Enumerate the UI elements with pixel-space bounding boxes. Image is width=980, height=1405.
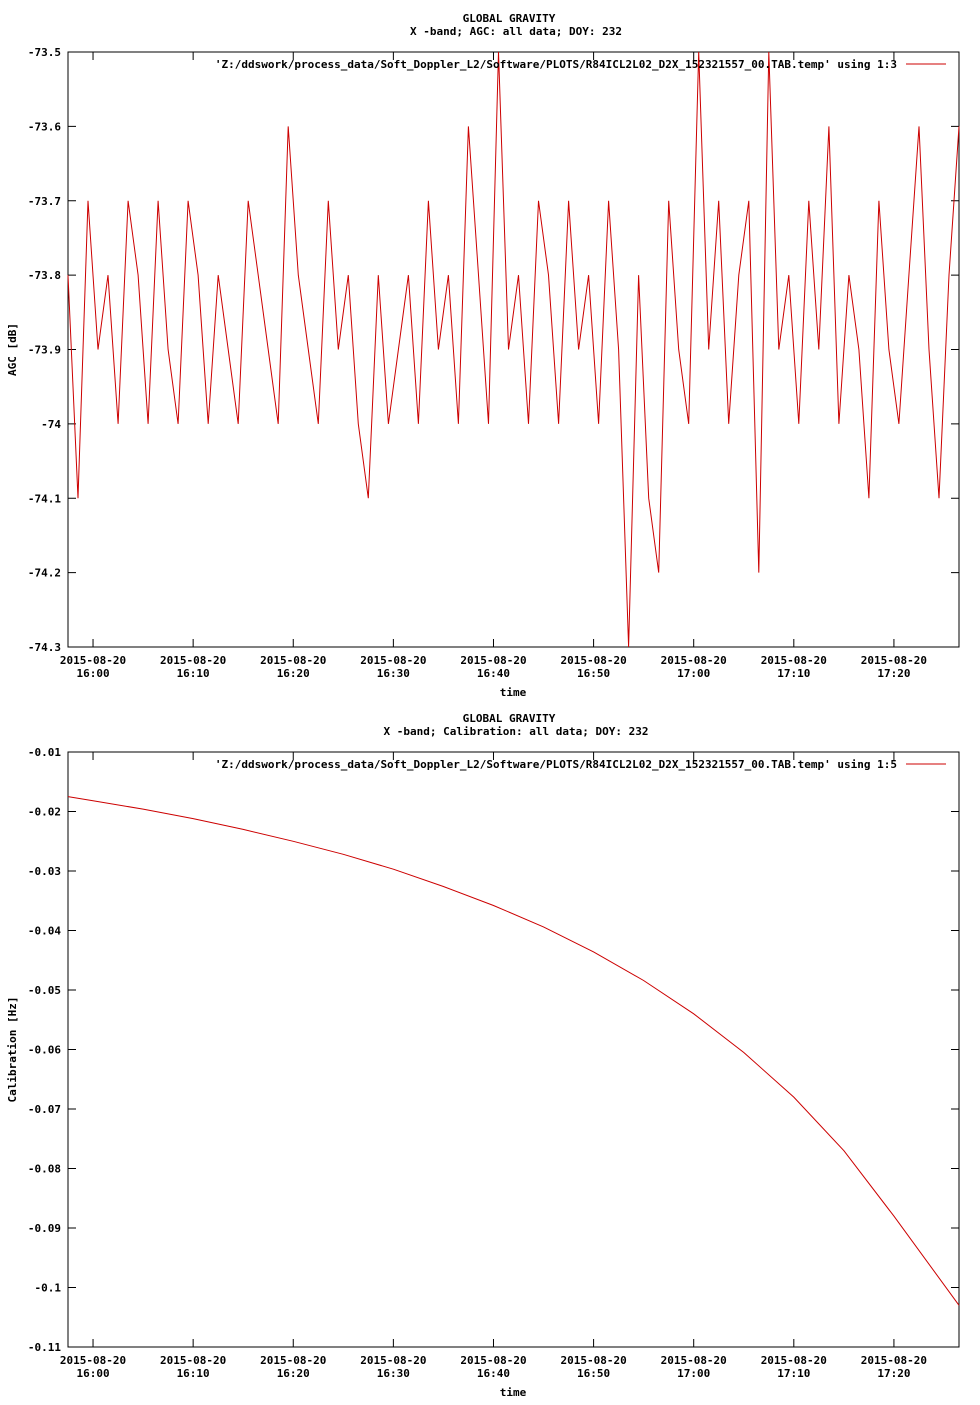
y-tick-label: -0.05 xyxy=(28,984,61,997)
x-tick-time-label: 16:40 xyxy=(477,1367,510,1380)
series-line xyxy=(67,796,960,1306)
x-tick-time-label: 16:00 xyxy=(76,1367,109,1380)
x-tick-time-label: 16:40 xyxy=(477,667,510,680)
y-tick-label: -0.07 xyxy=(28,1103,61,1116)
y-tick-label: -0.02 xyxy=(28,806,61,819)
legend-entry-label: 'Z:/ddswork/process_data/Soft_Doppler_L2… xyxy=(215,58,897,71)
y-tick-label: -0.11 xyxy=(28,1341,61,1354)
legend-entry-label: 'Z:/ddswork/process_data/Soft_Doppler_L2… xyxy=(215,758,897,771)
x-tick-date-label: 2015-08-20 xyxy=(861,1354,927,1367)
y-tick-label: -73.5 xyxy=(28,46,61,59)
x-tick-time-label: 16:30 xyxy=(377,667,410,680)
chart-subtitle: X -band; AGC: all data; DOY: 232 xyxy=(410,25,622,38)
x-tick-date-label: 2015-08-20 xyxy=(160,1354,226,1367)
y-tick-label: -0.01 xyxy=(28,746,61,759)
x-tick-date-label: 2015-08-20 xyxy=(60,654,126,667)
x-tick-date-label: 2015-08-20 xyxy=(861,654,927,667)
x-tick-time-label: 17:10 xyxy=(777,1367,810,1380)
y-tick-label: -0.1 xyxy=(35,1282,62,1295)
y-tick-label: -73.8 xyxy=(28,269,61,282)
x-tick-date-label: 2015-08-20 xyxy=(460,1354,526,1367)
x-axis-label: time xyxy=(500,686,527,699)
y-tick-label: -73.6 xyxy=(28,120,61,133)
x-tick-time-label: 16:30 xyxy=(377,1367,410,1380)
x-tick-date-label: 2015-08-20 xyxy=(761,1354,827,1367)
y-tick-label: -0.08 xyxy=(28,1163,61,1176)
x-tick-date-label: 2015-08-20 xyxy=(360,1354,426,1367)
plot-frame xyxy=(67,51,960,648)
series-line xyxy=(67,51,960,648)
chart-subtitle: X -band; Calibration: all data; DOY: 232 xyxy=(384,725,649,738)
x-tick-date-label: 2015-08-20 xyxy=(761,654,827,667)
x-tick-time-label: 17:20 xyxy=(877,1367,910,1380)
x-tick-date-label: 2015-08-20 xyxy=(661,1354,727,1367)
x-tick-time-label: 16:50 xyxy=(577,1367,610,1380)
x-tick-time-label: 16:20 xyxy=(277,1367,310,1380)
chart-title: GLOBAL GRAVITY xyxy=(463,12,556,25)
x-tick-date-label: 2015-08-20 xyxy=(560,1354,626,1367)
x-tick-time-label: 17:10 xyxy=(777,667,810,680)
x-tick-date-label: 2015-08-20 xyxy=(360,654,426,667)
x-tick-date-label: 2015-08-20 xyxy=(560,654,626,667)
x-tick-date-label: 2015-08-20 xyxy=(260,654,326,667)
y-axis-label: AGC [dB] xyxy=(6,323,19,376)
x-tick-time-label: 17:20 xyxy=(877,667,910,680)
x-tick-time-label: 16:00 xyxy=(76,667,109,680)
x-tick-date-label: 2015-08-20 xyxy=(260,1354,326,1367)
x-tick-date-label: 2015-08-20 xyxy=(661,654,727,667)
y-tick-label: -74 xyxy=(41,418,61,431)
y-axis-label: Calibration [Hz] xyxy=(6,997,19,1103)
x-tick-time-label: 16:10 xyxy=(177,667,210,680)
y-tick-label: -73.9 xyxy=(28,344,61,357)
y-tick-label: -0.04 xyxy=(28,925,61,938)
plot-frame xyxy=(67,751,960,1348)
y-tick-label: -0.03 xyxy=(28,865,61,878)
y-tick-label: -74.1 xyxy=(28,492,61,505)
y-tick-label: -73.7 xyxy=(28,195,61,208)
y-tick-label: -0.06 xyxy=(28,1044,61,1057)
x-tick-date-label: 2015-08-20 xyxy=(160,654,226,667)
x-tick-time-label: 16:10 xyxy=(177,1367,210,1380)
y-tick-label: -0.09 xyxy=(28,1222,61,1235)
y-tick-label: -74.3 xyxy=(28,641,61,654)
x-tick-time-label: 17:00 xyxy=(677,667,710,680)
x-tick-time-label: 17:00 xyxy=(677,1367,710,1380)
x-tick-date-label: 2015-08-20 xyxy=(60,1354,126,1367)
x-axis-label: time xyxy=(500,1386,527,1399)
x-tick-time-label: 16:50 xyxy=(577,667,610,680)
y-tick-label: -74.2 xyxy=(28,567,61,580)
x-tick-time-label: 16:20 xyxy=(277,667,310,680)
x-tick-date-label: 2015-08-20 xyxy=(460,654,526,667)
chart-title: GLOBAL GRAVITY xyxy=(463,712,556,725)
